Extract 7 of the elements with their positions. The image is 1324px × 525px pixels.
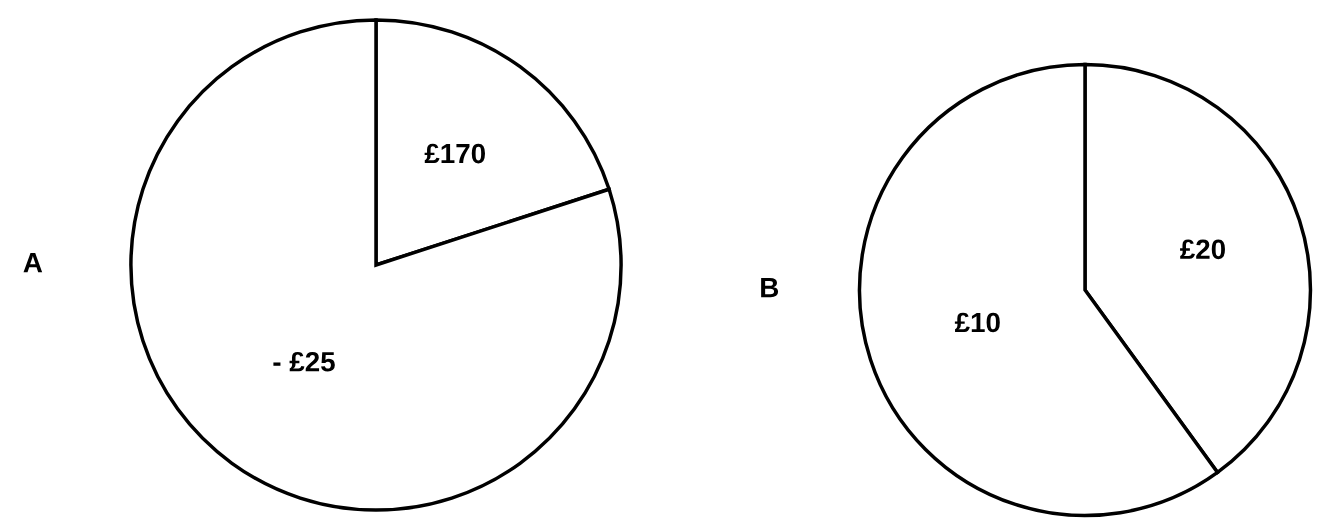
slice-label: £20 — [1180, 239, 1225, 260]
slice-label: £10 — [954, 312, 1000, 333]
text: B — [761, 278, 779, 298]
slice-label: - £25 — [273, 351, 335, 372]
text: A — [23, 253, 43, 273]
pie-slice — [129, 18, 623, 512]
slice-label: £170 — [424, 143, 485, 164]
